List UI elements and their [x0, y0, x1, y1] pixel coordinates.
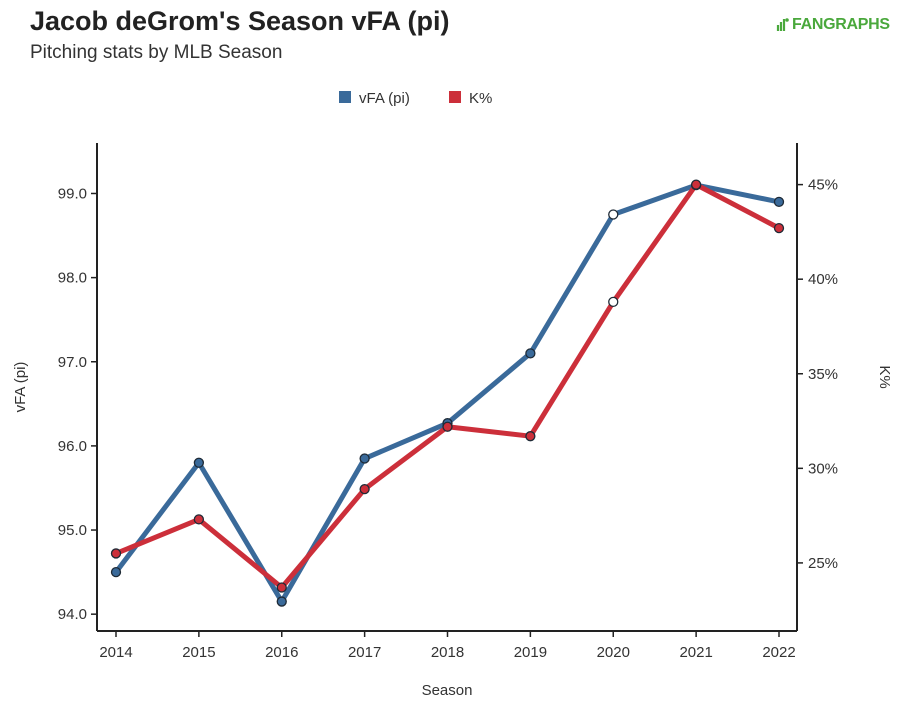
x-tick-label: 2014 [99, 644, 132, 661]
y-tick-label-right: 40% [808, 271, 838, 288]
y-tick-label-right: 25% [808, 555, 838, 572]
x-tick-label: 2022 [762, 644, 795, 661]
x-tick-label: 2020 [597, 644, 630, 661]
y-axis-label-left: vFA (pi) [12, 362, 29, 413]
series-line-vfa [113, 182, 782, 605]
x-tick-label: 2019 [514, 644, 547, 661]
y-tick-label-left: 98.0 [58, 270, 87, 287]
fangraphs-logo-text: FANGRAPHS [792, 16, 890, 33]
data-point-vfa [773, 196, 785, 208]
legend-swatch-k [449, 91, 461, 103]
data-point-k [110, 548, 122, 559]
fangraphs-logo-icon [776, 18, 789, 31]
data-point-k [193, 514, 205, 525]
series-line-k [113, 182, 782, 590]
y-tick-label-left: 97.0 [58, 354, 87, 371]
chart-legend: vFA (pi) K% [339, 90, 492, 107]
y-tick-label-left: 94.0 [58, 606, 87, 623]
y-axis-label-right: K% [876, 365, 893, 388]
data-point-vfa [110, 566, 122, 578]
chart-axes: 94.0 95.0 96.0 97.0 98.0 99.0 25% 30% 35% 40% 45% 2… [12, 143, 893, 699]
x-axis-label: Season [422, 682, 473, 699]
legend-label-vfa: vFA (pi) [359, 90, 410, 107]
y-tick-label-right: 30% [808, 460, 838, 477]
y-tick-label-left: 96.0 [58, 438, 87, 455]
data-point-k [442, 421, 453, 432]
data-point-k [276, 582, 287, 593]
y-tick-label-right: 45% [808, 177, 838, 194]
data-point-k [608, 296, 619, 308]
data-point-vfa [193, 457, 205, 468]
fangraphs-logo[interactable]: FANGRAPHS [776, 16, 890, 34]
x-tick-label: 2017 [348, 644, 381, 661]
y-tick-label-left: 99.0 [58, 185, 87, 202]
x-tick-label: 2015 [182, 644, 215, 661]
x-tick-label: 2016 [265, 644, 298, 661]
x-tick-label: 2021 [679, 644, 712, 661]
chart-series-lines [113, 182, 782, 605]
x-tick-label: 2018 [431, 644, 464, 661]
legend-swatch-vfa [339, 91, 351, 103]
page-subtitle: Pitching stats by MLB Season [30, 42, 283, 63]
y-tick-label-left: 95.0 [58, 522, 87, 539]
data-point-k [525, 431, 536, 442]
data-point-vfa [359, 453, 370, 464]
data-point-vfa [525, 348, 536, 359]
data-point-vfa [608, 209, 619, 220]
page-title: Jacob deGrom's Season vFA (pi) [30, 6, 450, 36]
legend-label-k: K% [469, 90, 492, 107]
data-point-vfa [276, 596, 287, 607]
y-tick-label-right: 35% [808, 366, 838, 383]
data-point-k [773, 222, 785, 234]
chart-series-points [110, 179, 785, 607]
data-point-k [359, 483, 370, 495]
data-point-k [690, 179, 702, 190]
